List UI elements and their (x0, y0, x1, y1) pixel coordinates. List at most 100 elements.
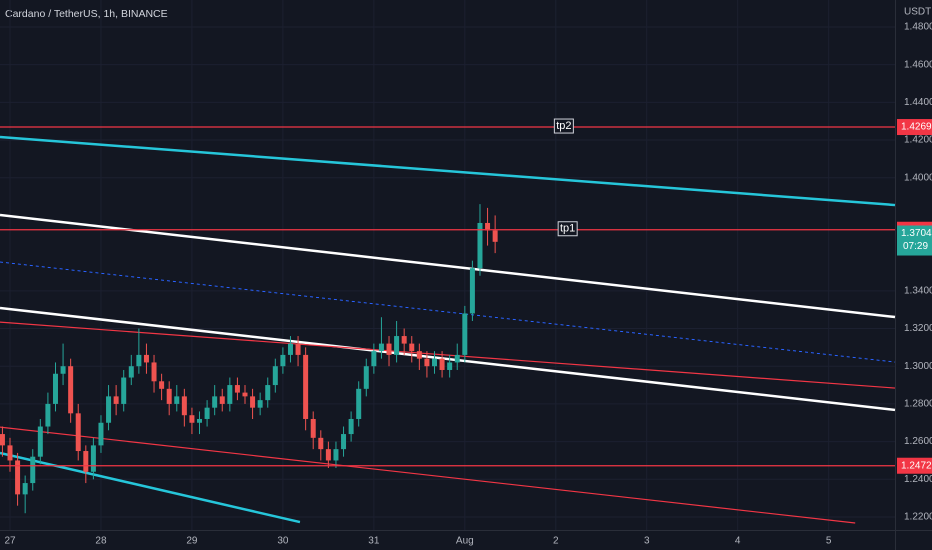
candle-body (280, 354, 286, 367)
candle-body (416, 351, 422, 359)
candle-body (477, 222, 483, 269)
candle-body (151, 362, 157, 382)
candle-body (15, 460, 21, 495)
candle-body (492, 230, 498, 242)
y-tick-label: 1.4400 (904, 97, 932, 108)
candle-body (219, 396, 225, 404)
candle-body (431, 358, 437, 367)
y-tick-label: 1.3200 (904, 323, 932, 334)
y-tick-label: 1.4000 (904, 172, 932, 183)
countdown-label: 07:29 (903, 241, 928, 252)
candle-body (265, 385, 271, 401)
candle-body (189, 415, 195, 423)
candle-body (7, 445, 13, 461)
candle-body (341, 434, 347, 450)
y-tick-label: 1.2600 (904, 436, 932, 447)
candle-body (333, 449, 339, 461)
y-tick-label: 1.3000 (904, 361, 932, 372)
candle-body (83, 451, 89, 472)
candle-body (250, 396, 256, 408)
candle-body (45, 403, 51, 427)
y-tick-label: 1.2400 (904, 474, 932, 485)
candle-body (242, 392, 248, 397)
x-tick-label: 2 (553, 536, 559, 547)
candle-body (348, 418, 354, 435)
trend-line (0, 213, 896, 319)
trend-line (0, 451, 301, 524)
candle-body (287, 343, 293, 355)
trend-line (0, 426, 856, 524)
y-tick-label: 1.2800 (904, 399, 932, 410)
level-label: 1.2472 (901, 460, 932, 471)
y-tick-label: 1.4200 (904, 135, 932, 146)
candle-body (394, 336, 400, 355)
candle-body (52, 373, 58, 404)
candle-body (257, 400, 263, 408)
last-price-box (897, 225, 932, 256)
candle-body (454, 354, 460, 363)
candle-body (485, 222, 491, 231)
x-tick-label: 4 (735, 536, 741, 547)
level-label-box (897, 119, 932, 136)
candle-body (136, 354, 142, 367)
annotation-box (557, 221, 578, 237)
candle-body (68, 366, 74, 414)
candle-body (325, 449, 331, 461)
x-tick-label: 29 (186, 536, 198, 547)
candle-body (386, 343, 392, 355)
level-label-box (897, 457, 932, 474)
candle-body (234, 385, 240, 393)
candle-body (401, 336, 407, 344)
candle-body (303, 354, 309, 419)
candle-body (37, 426, 43, 457)
trend-line (0, 135, 896, 207)
candle-body (30, 456, 36, 484)
x-tick-label: 5 (826, 536, 832, 547)
candle-body (378, 343, 384, 352)
candle-body (204, 407, 210, 419)
candle-body (212, 396, 218, 408)
candle-body (409, 343, 415, 352)
trend-line (0, 261, 896, 363)
candle-body (424, 358, 430, 367)
candle-body (166, 388, 172, 404)
candle-body (121, 377, 127, 404)
x-tick-label: 3 (644, 536, 650, 547)
candle-body (90, 445, 96, 472)
x-tick-label: 30 (277, 536, 289, 547)
annotation-text: tp2 (556, 120, 571, 132)
x-tick-label: 27 (4, 536, 16, 547)
candle-body (295, 343, 301, 355)
candle-body (197, 418, 203, 423)
annotation-box (553, 118, 574, 134)
candle-body (22, 483, 28, 495)
candle-body (310, 418, 316, 438)
x-tick-label: 31 (368, 536, 380, 547)
x-tick-label: Aug (456, 536, 474, 547)
x-tick-label: 28 (95, 536, 107, 547)
last-price-label: 1.3704 (901, 228, 932, 239)
level-label: 1.4269 (901, 122, 932, 133)
candle-body (159, 381, 165, 389)
candle-body (98, 422, 104, 446)
chart-title: Cardano / TetherUS, 1h, BINANCE (5, 8, 168, 20)
trend-line (0, 306, 896, 412)
y-tick-label: 1.3400 (904, 285, 932, 296)
annotation-text: tp1 (560, 223, 575, 235)
candle-body (227, 385, 233, 404)
candle-body (447, 362, 453, 370)
candle-body (60, 366, 66, 374)
candle-body (75, 413, 81, 452)
y-tick-label: 1.4600 (904, 59, 932, 70)
candle-body (439, 358, 445, 370)
candle-body (143, 354, 149, 363)
candle-body (318, 437, 324, 450)
candle-body (113, 396, 119, 404)
candle-body (174, 396, 180, 404)
candle-body (181, 396, 187, 416)
candle-body (371, 351, 377, 367)
candle-body (462, 313, 468, 355)
